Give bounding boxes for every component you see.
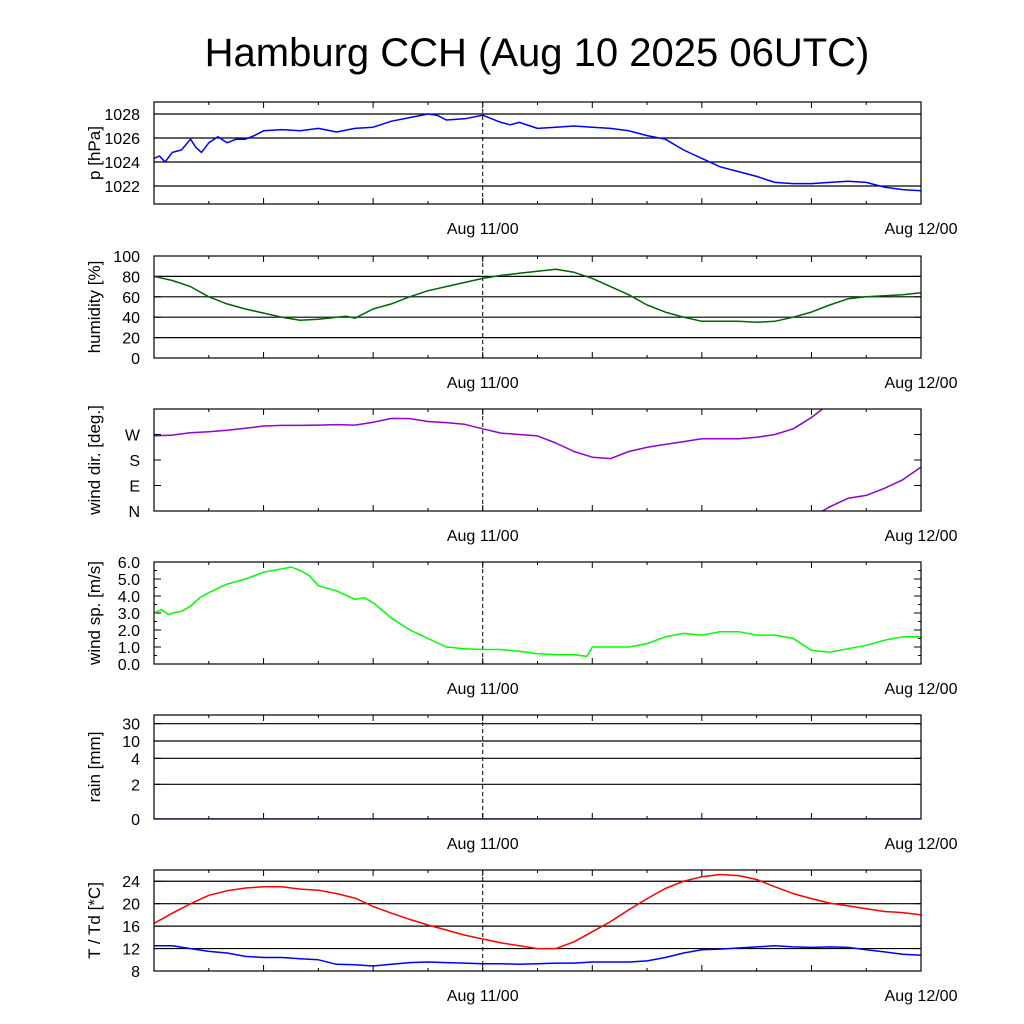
wind-direction-frame <box>153 408 922 512</box>
wind-direction-y-tick-label: N <box>128 504 140 521</box>
humidity-frame <box>153 255 922 359</box>
wind-direction-y-tick-label: E <box>129 479 140 496</box>
wind-speed-y-tick-label: 1.0 <box>118 640 140 657</box>
wind-speed-x-tick-label: Aug 12/00 <box>885 681 958 698</box>
temperature-series-group <box>154 873 921 967</box>
wind-speed-series-group <box>154 566 921 658</box>
humidity-panel: 0 20 40 60 80 100 humidity [%] Aug 11/00 Aug 12/… <box>85 249 958 392</box>
humidity-y-tick-label: 40 <box>122 310 140 327</box>
temperature-y-tick-label: 12 <box>122 942 140 959</box>
temperature-y-axis-label: T / Td [*C] <box>85 882 104 959</box>
pressure-x-tick-label: Aug 12/00 <box>885 221 958 238</box>
temperature-x-tick-label: Aug 11/00 <box>447 988 519 1005</box>
rain-x-tick-label: Aug 11/00 <box>447 836 519 853</box>
pressure-y-tick-label: 1028 <box>104 107 140 124</box>
wind-direction-y-tick-label: W <box>125 428 141 445</box>
temperature-series-line-0 <box>154 873 921 950</box>
temperature-y-tick-label: 20 <box>122 897 140 914</box>
pressure-x-tick-label: Aug 11/00 <box>447 221 519 238</box>
temperature-y-tick-label: 24 <box>122 874 140 891</box>
rain-y-tick-label: 30 <box>122 717 140 734</box>
wind-direction-series-line-1 <box>822 466 921 511</box>
humidity-x-tick-label: Aug 11/00 <box>447 375 519 392</box>
temperature-y-tick-label: 16 <box>122 919 140 936</box>
humidity-y-tick-label: 20 <box>122 331 140 348</box>
pressure-series-group <box>154 113 921 192</box>
rain-frame <box>153 714 922 820</box>
humidity-x-tick-label: Aug 12/00 <box>885 375 958 392</box>
pressure-y-tick-label: 1022 <box>104 179 140 196</box>
humidity-y-tick-label: 60 <box>122 290 140 307</box>
wind-speed-series-line-0 <box>154 566 921 658</box>
wind-direction-x-tick-label: Aug 11/00 <box>447 528 519 545</box>
wind-speed-y-axis-label: wind sp. [m/s] <box>85 561 104 666</box>
wind-speed-y-tick-label: 3.0 <box>118 606 140 623</box>
wind-direction-x-tick-label: Aug 12/00 <box>885 528 958 545</box>
rain-y-axis-label: rain [mm] <box>85 732 104 803</box>
temperature-series-line-1 <box>154 945 921 967</box>
wind-speed-y-tick-label: 2.0 <box>118 623 140 640</box>
rain-y-tick-label: 0 <box>131 812 140 829</box>
rain-y-tick-label: 10 <box>122 734 140 751</box>
pressure-series-line-0 <box>154 113 921 192</box>
chart-title: Hamburg CCH (Aug 10 2025 06UTC) <box>205 31 870 75</box>
wind-direction-y-axis-label: wind dir. [deg.] <box>85 405 104 516</box>
temperature-frame <box>153 869 922 972</box>
humidity-series-group <box>154 268 921 324</box>
pressure-y-tick-label: 1024 <box>104 155 140 172</box>
wind-speed-y-tick-label: 6.0 <box>118 555 140 572</box>
humidity-y-axis-label: humidity [%] <box>85 261 104 354</box>
temperature-y-tick-label: 8 <box>131 964 140 981</box>
temperature-x-tick-label: Aug 12/00 <box>885 988 958 1005</box>
humidity-series-line-0 <box>154 268 921 324</box>
wind-direction-series-group <box>154 409 921 511</box>
wind-speed-x-tick-label: Aug 11/00 <box>447 681 519 698</box>
wind-speed-y-tick-label: 5.0 <box>118 572 140 589</box>
humidity-y-tick-label: 100 <box>113 249 140 266</box>
pressure-y-axis-label: p [hPa] <box>85 126 104 180</box>
wind-speed-panel: 0.01.02.03.04.05.06.0 wind sp. [m/s] Aug 1… <box>85 555 958 698</box>
wind-speed-frame <box>153 561 922 665</box>
temperature-panel: 8 12 16 20 24 T / Td [*C] Aug 11/00 Aug 12/00 <box>85 869 958 1005</box>
wind-direction-series-line-0 <box>154 409 823 460</box>
pressure-y-tick-label: 1026 <box>104 131 140 148</box>
rain-y-tick-label: 2 <box>131 777 140 794</box>
rain-y-tick-label: 4 <box>131 751 140 768</box>
humidity-y-tick-label: 0 <box>131 351 140 368</box>
humidity-y-tick-label: 80 <box>122 269 140 286</box>
rain-x-tick-label: Aug 12/00 <box>885 836 958 853</box>
pressure-frame <box>153 101 922 205</box>
wind-direction-y-tick-label: S <box>129 453 140 470</box>
wind-speed-y-tick-label: 0.0 <box>118 657 140 674</box>
wind-speed-y-tick-label: 4.0 <box>118 589 140 606</box>
